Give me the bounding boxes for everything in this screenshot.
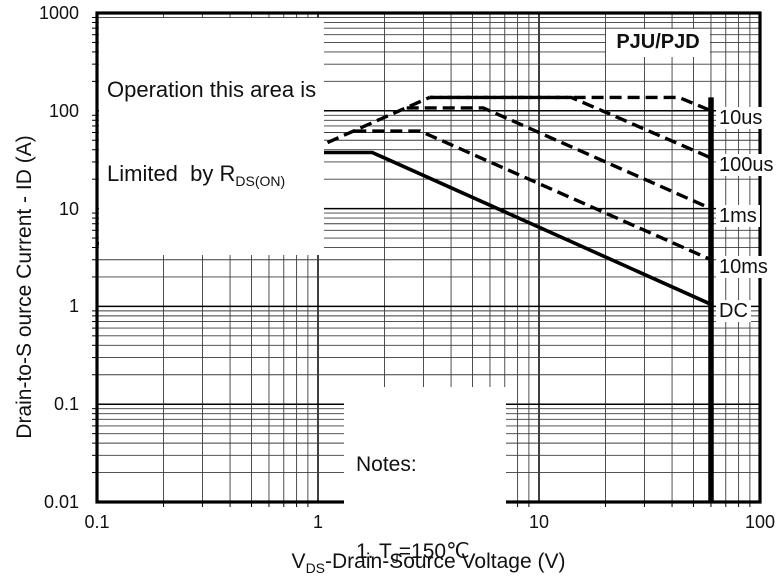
x-tick-label-1: 1: [312, 512, 323, 532]
curve-label-10ms: 10ms: [716, 255, 771, 278]
curve-label-1ms: 1ms: [716, 204, 760, 227]
y-tick-label-0.1: 0.1: [53, 394, 79, 415]
y-tick-label-10: 10: [58, 198, 79, 219]
y-tick-label-1: 1: [68, 296, 79, 317]
y-tick-label-0.01: 0.01: [43, 492, 79, 512]
y-tick-label-1000: 1000: [38, 3, 79, 23]
curve-label-10us: 10us: [716, 106, 766, 129]
operation-annotation-line2: Limited by RDS(ON): [107, 161, 286, 189]
curve-100us: [429, 95, 712, 160]
operation-area-annotation: Operation this area is Limited by RDS(ON…: [99, 18, 325, 255]
operation-annotation-line1: Operation this area is: [107, 77, 317, 102]
curve-label-100us: 100us: [716, 153, 777, 176]
curve-label-DC: DC: [716, 300, 751, 323]
notes-title: Notes:: [356, 453, 417, 476]
x-axis-title: VDS-Drain-Source Voltage (V): [291, 550, 566, 576]
curve-1ms: [406, 106, 712, 211]
curve-DC: [305, 150, 712, 306]
part-number-label: PJU/PJD: [606, 29, 710, 57]
x-tick-label-10: 10: [528, 512, 550, 532]
rdson-subscript: DS(ON): [235, 173, 286, 189]
y-axis-title: Drain-to-S ource Current - ID (A): [13, 135, 36, 439]
notes-annotation: Notes: 1. TJ=150℃ 2. TC=25℃ 3. Single pu…: [344, 387, 506, 584]
curve-10ms: [354, 129, 712, 262]
x-tick-label-0.1: 0.1: [84, 512, 110, 532]
vds-subscript: DS: [305, 560, 326, 576]
x-tick-label-100: 100: [744, 512, 776, 532]
note-1: 1. TJ=150℃: [356, 540, 470, 566]
y-tick-label-100: 100: [48, 100, 79, 121]
